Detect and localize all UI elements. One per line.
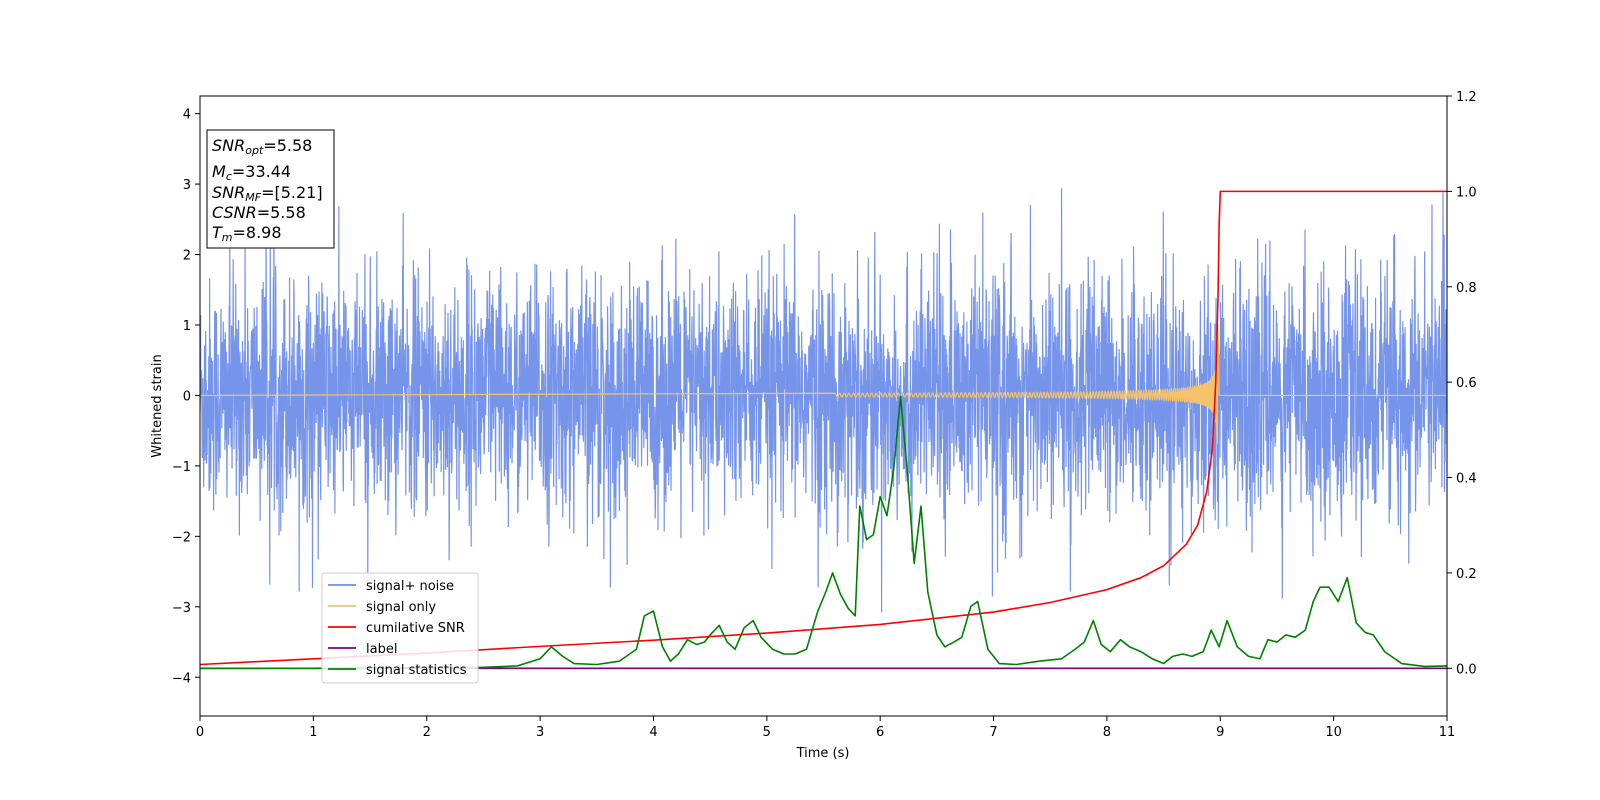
x-tick-label: 5 [763, 725, 771, 740]
y-axis-left: −4 −3 −2 −1 0 1 2 3 4 [172, 108, 200, 686]
x-tick-label: 3 [536, 725, 544, 740]
y-left-tick-label: −4 [172, 671, 191, 686]
x-tick-label: 8 [1103, 725, 1111, 740]
legend-entry: signal+ noise [366, 579, 454, 594]
info-box-line: SNRopt=5.58 [212, 136, 312, 157]
series-signal-statistics-line [200, 395, 1447, 670]
legend-entry: signal statistics [366, 663, 467, 678]
legend-entry: cumilative SNR [366, 621, 465, 636]
info-box-line: SNRMF=[5.21] [212, 183, 323, 204]
x-tick-label: 0 [196, 725, 204, 740]
y-left-tick-label: 1 [183, 319, 191, 334]
x-tick-label: 2 [423, 725, 431, 740]
y-left-tick-label: 0 [183, 389, 191, 404]
plot-frame [199, 95, 1448, 717]
x-tick-label: 9 [1216, 725, 1224, 740]
info-box: SNRopt=5.58 Mc=33.44SNRMF=[5.21]CSNR=5.58… [206, 129, 335, 249]
series-signal-noise-line [200, 175, 1447, 613]
info-box-line: CSNR=5.58 [212, 203, 306, 222]
legend-entry: signal only [366, 600, 436, 615]
y-right-tick-label: 0.2 [1456, 567, 1477, 582]
x-axis: 0 1 2 3 4 5 6 7 8 9 10 11 [196, 716, 1455, 740]
y-left-tick-label: 2 [183, 249, 191, 264]
legend-frame [321, 572, 479, 684]
info-box-line: Tm=8.98 [212, 223, 282, 244]
x-axis-label: Time (s) [796, 746, 850, 761]
x-tick-label: 10 [1325, 725, 1342, 740]
y-right-tick-label: 0.6 [1456, 376, 1477, 391]
info-box-line: Mc=33.44 [212, 162, 291, 183]
x-tick-label: 6 [876, 725, 884, 740]
y-right-tick-label: 1.0 [1456, 185, 1477, 200]
legend: signal+ noise signal only cumilative SNR la… [321, 572, 479, 684]
legend-entry: label [366, 642, 397, 657]
y-right-tick-label: 1.2 [1456, 90, 1477, 105]
x-tick-label: 1 [309, 725, 317, 740]
x-tick-label: 7 [989, 725, 997, 740]
y-left-tick-label: −1 [172, 460, 191, 475]
info-box-frame [206, 129, 335, 249]
y-right-tick-label: 0.8 [1456, 281, 1477, 296]
y-left-tick-label: 4 [183, 108, 191, 123]
y-left-tick-label: −2 [172, 530, 191, 545]
y-axis-right: 0.0 0.2 0.4 0.6 0.8 1.0 1.2 [1447, 90, 1477, 677]
y-left-tick-label: −3 [172, 601, 191, 616]
series-signal-only-line [200, 324, 1447, 444]
y-left-tick-label: 3 [183, 178, 191, 193]
y-right-tick-label: 0.0 [1456, 662, 1477, 677]
y-right-tick-label: 0.4 [1456, 472, 1477, 487]
x-tick-label: 11 [1439, 725, 1456, 740]
series-cumilative-snr-line [200, 190, 1447, 666]
y-axis-label: Whitened strain [150, 354, 165, 457]
x-tick-label: 4 [649, 725, 657, 740]
